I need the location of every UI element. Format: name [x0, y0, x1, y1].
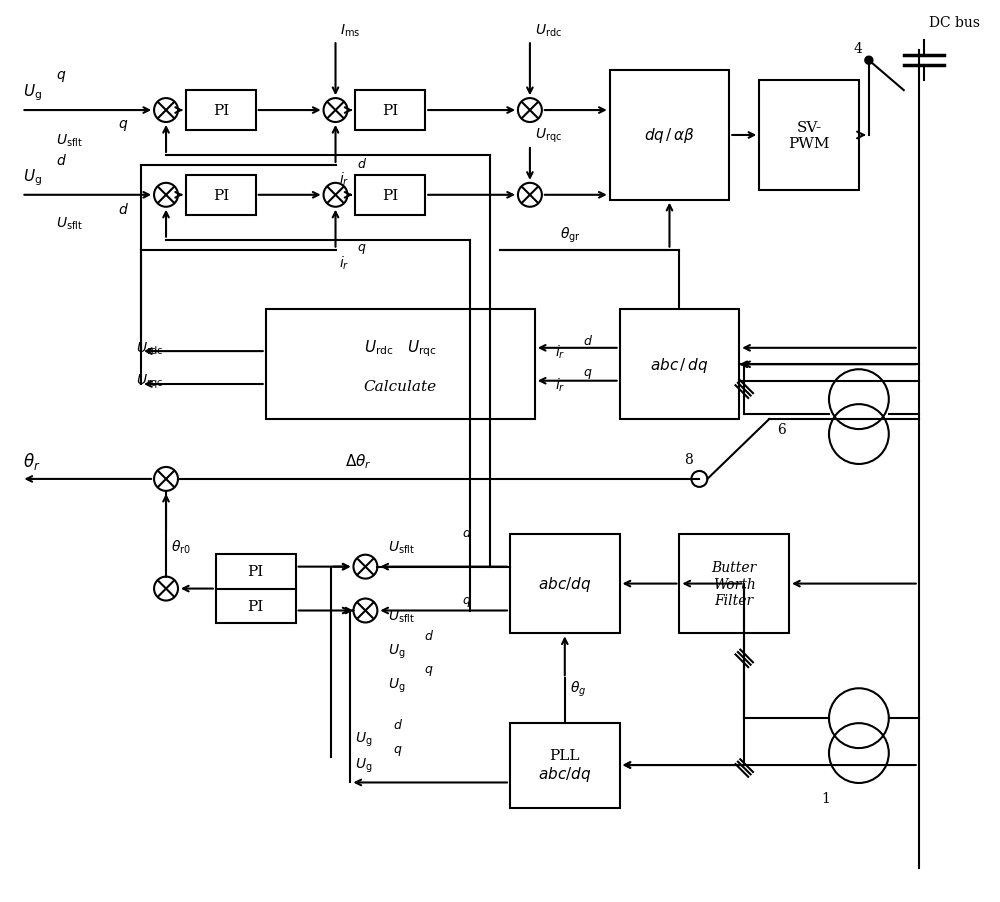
Text: $d$: $d$: [118, 202, 129, 217]
Text: Butter
Worth
Filter: Butter Worth Filter: [712, 561, 757, 607]
Text: $\Delta\theta_r$: $\Delta\theta_r$: [345, 452, 372, 471]
Text: $i_r$: $i_r$: [555, 376, 565, 393]
Bar: [216, 554, 296, 624]
Text: 6: 6: [777, 423, 786, 437]
Bar: [610, 71, 729, 200]
Text: 4: 4: [854, 42, 863, 56]
Text: $\theta_r$: $\theta_r$: [23, 451, 41, 472]
Bar: [266, 310, 535, 419]
Text: $i_r$: $i_r$: [339, 254, 350, 272]
Text: $U_{\rm g}$: $U_{\rm g}$: [388, 676, 406, 695]
Bar: [355, 91, 425, 131]
Text: $U_{\rm sflt}$: $U_{\rm sflt}$: [56, 216, 83, 232]
Text: $d$: $d$: [357, 157, 367, 170]
Text: $\theta_{\rm r0}$: $\theta_{\rm r0}$: [171, 538, 191, 556]
Text: $d$: $d$: [424, 629, 434, 643]
Text: PI: PI: [213, 189, 229, 203]
Text: DC bus: DC bus: [929, 16, 980, 31]
Text: 8: 8: [684, 453, 693, 466]
Text: $i_r$: $i_r$: [555, 343, 565, 361]
Text: $U_{\rm rdc}$: $U_{\rm rdc}$: [136, 341, 163, 357]
Text: $q$: $q$: [462, 594, 472, 608]
Text: $U_{\rm rdc}$: $U_{\rm rdc}$: [535, 23, 562, 40]
Text: $q$: $q$: [118, 117, 128, 133]
Text: $d$: $d$: [393, 717, 403, 732]
Text: $i_r$: $i_r$: [339, 170, 350, 188]
Text: $abc/dq$: $abc/dq$: [538, 575, 591, 594]
Bar: [186, 91, 256, 131]
Bar: [759, 81, 859, 190]
Text: PI: PI: [382, 104, 398, 118]
Text: $U_{\rm sflt}$: $U_{\rm sflt}$: [388, 538, 415, 556]
Text: 1: 1: [821, 791, 830, 805]
Text: $dq\,/\,\alpha\beta$: $dq\,/\,\alpha\beta$: [644, 126, 695, 145]
Text: $q$: $q$: [424, 664, 434, 677]
Bar: [679, 534, 789, 634]
Text: $\theta_{\rm gr}$: $\theta_{\rm gr}$: [560, 226, 581, 245]
Text: PI: PI: [248, 599, 264, 613]
Text: $U_{\rm rqc}$: $U_{\rm rqc}$: [535, 126, 562, 145]
Bar: [510, 534, 620, 634]
Circle shape: [865, 57, 873, 65]
Text: $q$: $q$: [56, 69, 67, 84]
Text: $d$: $d$: [583, 334, 593, 348]
Text: $I_{\rm ms}$: $I_{\rm ms}$: [340, 23, 361, 40]
Text: $U_{\rm g}$: $U_{\rm g}$: [23, 168, 43, 188]
Bar: [186, 176, 256, 216]
Text: Calculate: Calculate: [364, 380, 437, 394]
Text: $U_{\rm sflt}$: $U_{\rm sflt}$: [56, 133, 83, 149]
Text: PI: PI: [382, 189, 398, 203]
Text: $d$: $d$: [56, 153, 67, 168]
Text: $U_{\rm g}$: $U_{\rm g}$: [355, 730, 373, 749]
Text: $U_{\rm g}$: $U_{\rm g}$: [388, 641, 406, 659]
Text: PI: PI: [213, 104, 229, 118]
Text: PLL
$abc/dq$: PLL $abc/dq$: [538, 748, 591, 784]
Bar: [510, 723, 620, 808]
Text: $U_{\rm rqc}$: $U_{\rm rqc}$: [136, 373, 163, 391]
Text: $U_{\rm g}$: $U_{\rm g}$: [355, 756, 373, 774]
Text: $q$: $q$: [583, 366, 592, 381]
Text: SV-
PWM: SV- PWM: [788, 121, 830, 151]
Bar: [355, 176, 425, 216]
Text: $q$: $q$: [393, 742, 403, 757]
Text: $q$: $q$: [357, 242, 367, 255]
Text: PI: PI: [248, 565, 264, 578]
Bar: [620, 310, 739, 419]
Text: $\theta_g$: $\theta_g$: [570, 679, 586, 698]
Text: $U_{\rm g}$: $U_{\rm g}$: [23, 83, 43, 104]
Text: $abc\,/\,dq$: $abc\,/\,dq$: [650, 355, 709, 374]
Text: $U_{\rm rdc}$   $U_{\rm rqc}$: $U_{\rm rdc}$ $U_{\rm rqc}$: [364, 338, 437, 359]
Text: $d$: $d$: [462, 525, 472, 539]
Text: $U_{\rm sflt}$: $U_{\rm sflt}$: [388, 608, 415, 624]
